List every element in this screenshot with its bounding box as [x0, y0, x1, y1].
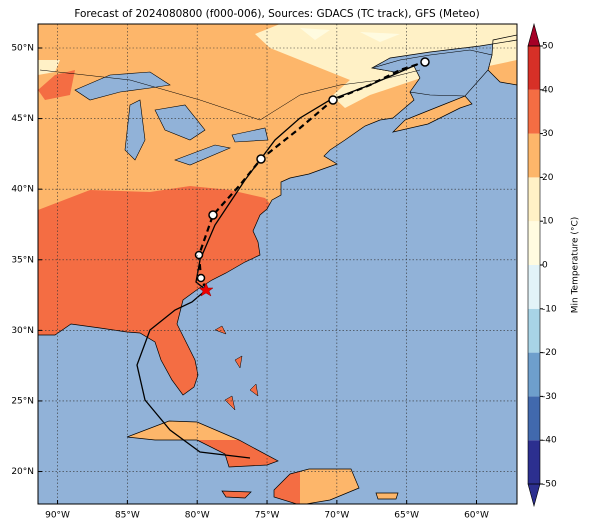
lat-tick-label: 20°N [11, 467, 34, 477]
zone-mild [38, 24, 517, 108]
colorbar-extend-high [527, 22, 541, 47]
lat-tick-label: 45°N [11, 114, 34, 124]
colorbar-tick-label: -50 [542, 480, 557, 490]
lat-tick-label: 50°N [11, 44, 34, 54]
colorbar-tick-label: 40 [542, 85, 554, 95]
track-points [194, 57, 430, 283]
zone-cool [300, 28, 400, 42]
track-point [328, 95, 338, 105]
colorbar-band [528, 133, 540, 178]
lat-tick-label: 35°N [11, 255, 34, 265]
colorbar-extend-low [527, 483, 541, 508]
map-area [38, 24, 517, 504]
colorbar-tick-label: -10 [542, 304, 557, 314]
grid [38, 24, 517, 504]
track-point [256, 154, 266, 164]
track-point [420, 57, 430, 67]
colorbar-tick-label: -30 [542, 392, 557, 402]
lat-tick-label: 40°N [11, 185, 34, 195]
lake-superior [74, 71, 171, 101]
track-point [196, 273, 206, 283]
lat-tick-label: 25°N [11, 396, 34, 406]
lake-erie [174, 144, 232, 166]
colorbar-tick-label: 50 [542, 42, 554, 52]
track-point [194, 250, 204, 260]
lon-tick-label: 60°W [464, 511, 489, 521]
lat-tick-label: 30°N [11, 326, 34, 336]
lake-huron [154, 104, 206, 141]
lon-tick-label: 75°W [255, 511, 280, 521]
colorbar-band [528, 352, 540, 397]
colorbar-band [528, 89, 540, 134]
lon-tick-label: 90°W [45, 511, 70, 521]
lake-ontario [231, 127, 269, 143]
colorbar-tick-label: 30 [542, 129, 554, 139]
colorbar-tick-label: 10 [542, 217, 554, 227]
lon-tick-label: 65°W [394, 511, 419, 521]
colorbar-band [528, 396, 540, 441]
colorbar-label: Min Temperature (°C) [571, 217, 581, 314]
current-position [198, 282, 214, 297]
colorbar-tick-label: -40 [542, 436, 557, 446]
lon-tick-label: 70°W [324, 511, 349, 521]
bahamas [214, 325, 259, 411]
colorbar-band [528, 221, 540, 265]
colorbar-tick-label: -20 [542, 348, 557, 358]
colorbar-band [528, 177, 540, 222]
colorbar-band [528, 308, 540, 353]
title: Forecast of 2024080800 (f000-006), Sourc… [74, 8, 479, 20]
borders [39, 69, 421, 121]
colorbar-band [528, 46, 540, 90]
colorbar-tick-label: 20 [542, 173, 554, 183]
colorbar-band [528, 265, 540, 309]
track-point [208, 210, 218, 220]
colorbar-tick-label: 0 [542, 261, 548, 271]
lake-michigan [124, 99, 146, 161]
map-frame [37, 23, 518, 505]
colorbar-band [528, 440, 540, 484]
lon-tick-label: 80°W [185, 511, 210, 521]
lon-tick-label: 85°W [115, 511, 140, 521]
